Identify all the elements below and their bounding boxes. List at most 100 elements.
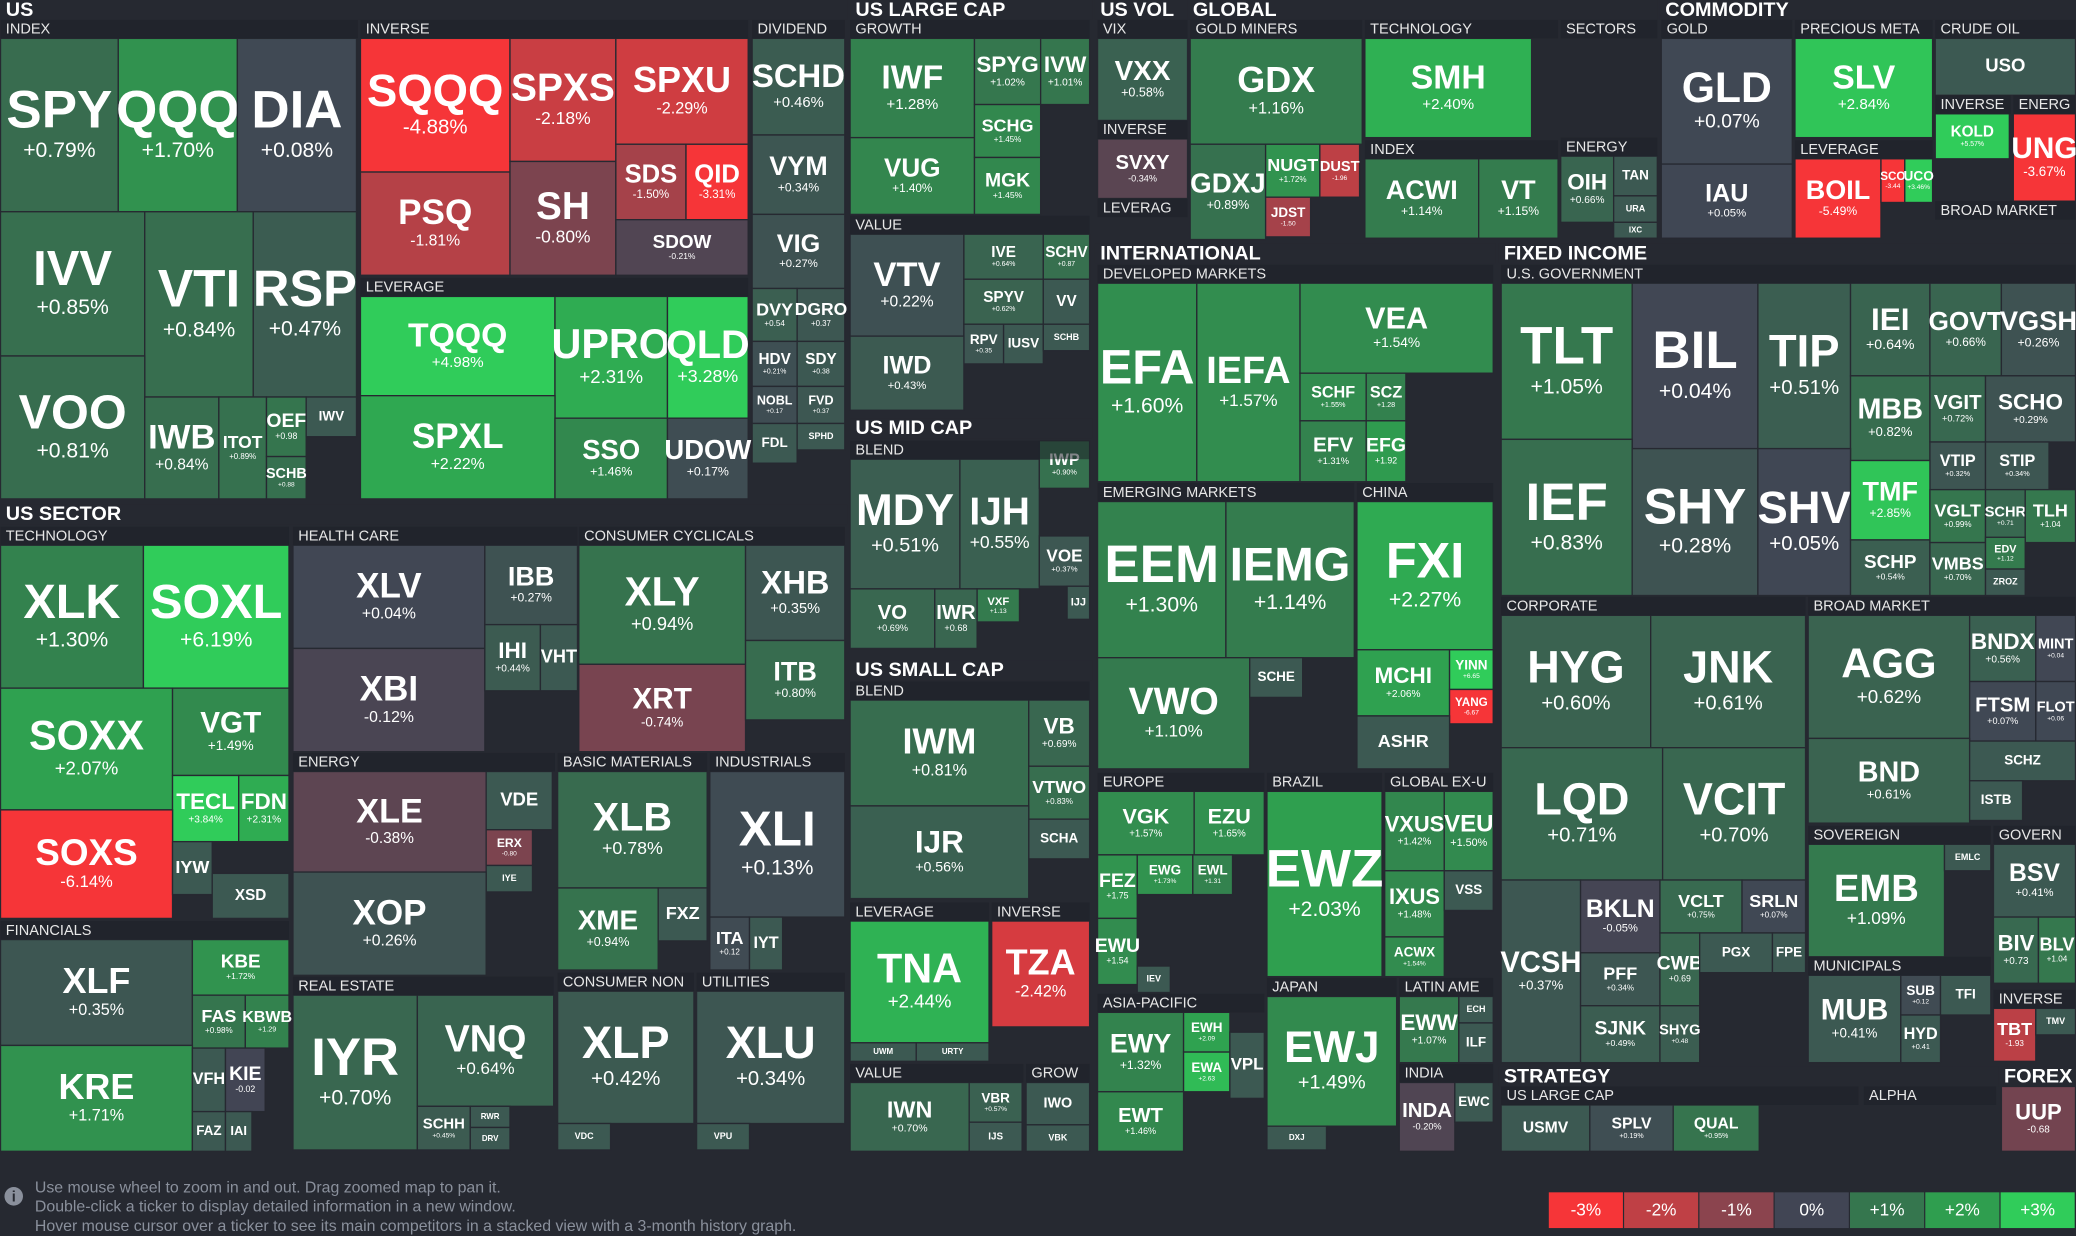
ticker-tile[interactable] <box>578 544 747 665</box>
ticker-tile[interactable] <box>1096 657 1251 770</box>
ticker-tile[interactable] <box>1096 1011 1185 1093</box>
ticker-tile[interactable] <box>1443 790 1494 872</box>
ticker-tile[interactable] <box>1356 715 1451 770</box>
ticker-tile[interactable] <box>1096 1091 1185 1152</box>
ticker-tile[interactable] <box>1448 649 1494 691</box>
ticker-tile[interactable] <box>796 340 846 388</box>
ticker-tile[interactable] <box>2035 1007 2076 1036</box>
ticker-tile[interactable] <box>211 872 290 920</box>
ticker-tile[interactable] <box>1757 447 1852 597</box>
ticker-tile[interactable] <box>1500 879 1582 1064</box>
ticker-tile[interactable] <box>1992 916 2040 984</box>
ticker-tile[interactable] <box>244 994 290 1049</box>
ticker-tile[interactable] <box>2035 680 2076 742</box>
ticker-tile[interactable] <box>615 37 749 145</box>
ticker-tile[interactable] <box>1659 932 1701 1007</box>
ticker-tile[interactable] <box>0 37 119 213</box>
ticker-tile[interactable] <box>1264 143 1321 198</box>
ticker-tile[interactable] <box>1992 843 2076 918</box>
ticker-tile[interactable] <box>1849 375 1931 462</box>
ticker-tile[interactable] <box>849 805 1030 900</box>
ticker-tile[interactable] <box>1319 143 1361 198</box>
ticker-tile[interactable] <box>657 887 708 942</box>
ticker-tile[interactable] <box>191 938 290 996</box>
ticker-tile[interactable] <box>1807 614 1971 740</box>
ticker-tile[interactable] <box>539 623 579 692</box>
ticker-tile[interactable] <box>1849 459 1931 541</box>
ticker-tile[interactable] <box>1579 879 1661 954</box>
ticker-tile[interactable] <box>485 829 534 867</box>
ticker-tile[interactable] <box>709 916 751 971</box>
ticker-tile[interactable] <box>1266 790 1383 978</box>
ticker-tile[interactable] <box>1356 649 1451 717</box>
ticker-tile[interactable] <box>1849 282 1931 377</box>
ticker-tile[interactable] <box>796 422 846 451</box>
ticker-tile[interactable] <box>1900 1014 1942 1064</box>
ticker-tile[interactable] <box>976 588 1021 623</box>
ticker-tile[interactable] <box>1028 699 1091 767</box>
ticker-tile[interactable] <box>695 1122 751 1151</box>
ticker-tile[interactable] <box>171 774 240 843</box>
ticker-tile[interactable] <box>171 687 290 777</box>
ticker-tile[interactable] <box>1900 974 1942 1016</box>
ticker-tile[interactable] <box>0 687 174 811</box>
ticker-tile[interactable] <box>849 136 976 216</box>
ticker-tile[interactable] <box>1136 854 1194 896</box>
ticker-tile[interactable] <box>224 1110 253 1152</box>
ticker-tile[interactable] <box>218 396 268 500</box>
ticker-tile[interactable] <box>1807 843 1946 958</box>
ticker-tile[interactable] <box>1096 790 1195 856</box>
ticker-tile[interactable] <box>666 417 749 500</box>
ticker-tile[interactable] <box>751 37 846 136</box>
ticker-tile[interactable] <box>485 770 553 831</box>
ticker-tile[interactable] <box>292 770 487 873</box>
ticker-tile[interactable] <box>1384 790 1445 872</box>
ticker-tile[interactable] <box>796 385 846 425</box>
ticker-tile[interactable] <box>1631 447 1759 597</box>
ticker-tile[interactable] <box>1448 688 1494 725</box>
ticker-tile[interactable] <box>1356 500 1494 651</box>
ticker-tile[interactable] <box>1984 488 2026 544</box>
ticker-tile[interactable] <box>1500 614 1652 749</box>
ticker-tile[interactable] <box>1939 974 1992 1016</box>
ticker-tile[interactable] <box>1189 143 1267 241</box>
ticker-tile[interactable] <box>1849 539 1931 597</box>
ticker-tile[interactable] <box>1229 1031 1265 1100</box>
ticker-tile[interactable] <box>1500 1104 1591 1152</box>
ticker-tile[interactable] <box>1579 1005 1661 1064</box>
ticker-tile[interactable] <box>292 544 486 650</box>
ticker-tile[interactable] <box>751 134 846 216</box>
ticker-tile[interactable] <box>292 647 486 753</box>
ticker-tile[interactable] <box>1612 195 1658 223</box>
ticker-tile[interactable] <box>0 1044 194 1152</box>
ticker-tile[interactable] <box>1042 233 1091 280</box>
ticker-tile[interactable] <box>751 213 846 290</box>
ticker-tile[interactable] <box>1266 995 1398 1127</box>
ticker-tile[interactable] <box>963 278 1044 325</box>
ticker-tile[interactable] <box>1249 657 1304 699</box>
ticker-tile[interactable] <box>1904 158 1934 204</box>
ticker-tile[interactable] <box>1182 1011 1231 1053</box>
ticker-tile[interactable] <box>963 323 1005 365</box>
ticker-tile[interactable] <box>1934 37 2076 96</box>
ticker-tile[interactable] <box>1794 37 1934 139</box>
ticker-tile[interactable] <box>2012 113 2076 202</box>
ticker-tile[interactable] <box>1096 138 1189 200</box>
ticker-tile[interactable] <box>1189 37 1363 145</box>
ticker-tile[interactable] <box>748 916 784 971</box>
ticker-tile[interactable] <box>1025 1124 1091 1152</box>
ticker-tile[interactable] <box>305 396 358 438</box>
ticker-tile[interactable] <box>1458 1022 1494 1064</box>
ticker-tile[interactable] <box>1028 818 1091 860</box>
ticker-tile[interactable] <box>1042 278 1091 325</box>
ticker-tile[interactable] <box>744 544 846 642</box>
ticker-tile[interactable] <box>685 143 749 221</box>
ticker-tile[interactable] <box>509 160 617 276</box>
ticker-tile[interactable] <box>1500 438 1633 597</box>
ticker-tile[interactable] <box>359 171 511 276</box>
ticker-tile[interactable] <box>1365 420 1407 483</box>
ticker-tile[interactable] <box>1757 282 1852 450</box>
ticker-tile[interactable] <box>142 544 290 689</box>
ticker-tile[interactable] <box>556 1122 612 1151</box>
ticker-tile[interactable] <box>1984 568 2026 597</box>
